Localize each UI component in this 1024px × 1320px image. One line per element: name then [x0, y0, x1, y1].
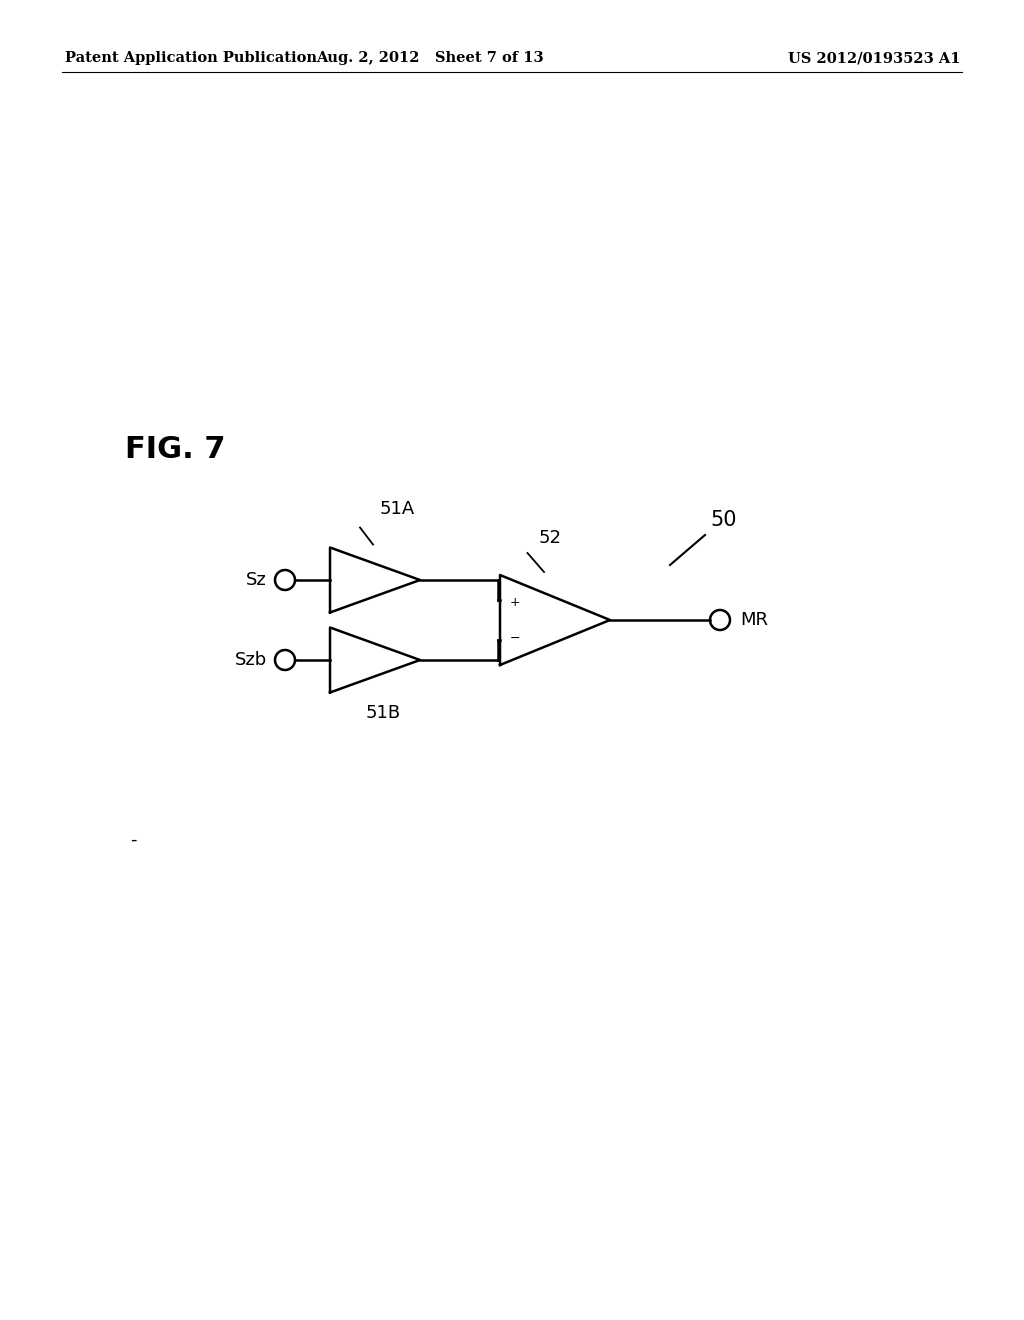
Text: -: -: [130, 832, 136, 849]
Text: 52: 52: [539, 529, 561, 546]
Text: 51B: 51B: [366, 705, 401, 722]
Text: Sz: Sz: [246, 572, 267, 589]
Text: Szb: Szb: [234, 651, 267, 669]
Text: Patent Application Publication: Patent Application Publication: [65, 51, 317, 65]
Text: US 2012/0193523 A1: US 2012/0193523 A1: [787, 51, 961, 65]
Text: MR: MR: [740, 611, 768, 630]
Text: Aug. 2, 2012   Sheet 7 of 13: Aug. 2, 2012 Sheet 7 of 13: [316, 51, 544, 65]
Text: FIG. 7: FIG. 7: [125, 436, 225, 465]
Text: 51A: 51A: [380, 499, 415, 517]
Text: +: +: [510, 595, 521, 609]
Text: −: −: [510, 631, 520, 644]
Text: 50: 50: [710, 510, 736, 531]
